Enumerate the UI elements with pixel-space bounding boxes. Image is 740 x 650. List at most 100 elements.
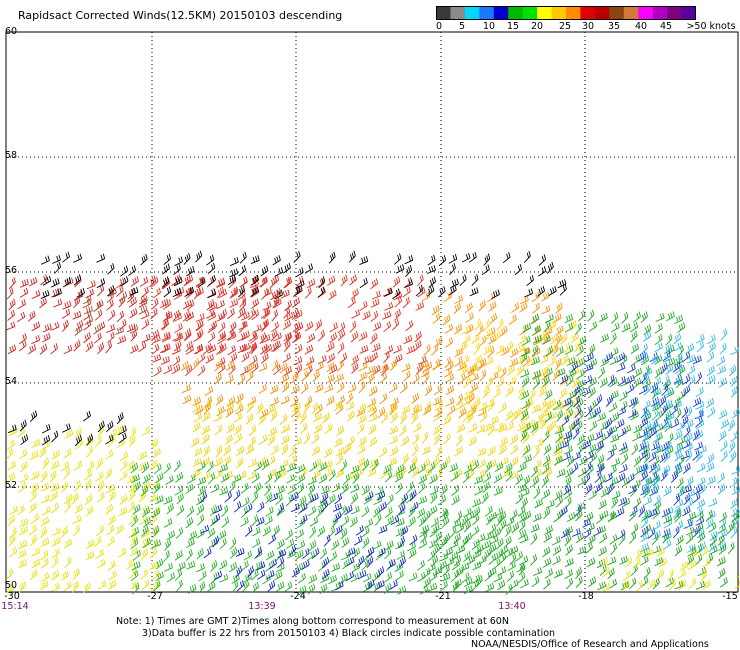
wind-barb <box>599 377 608 388</box>
wind-barb <box>139 276 149 287</box>
wind-barb <box>40 289 50 300</box>
wind-barb <box>718 511 727 523</box>
wind-barb <box>216 312 226 322</box>
wind-barb <box>563 430 573 440</box>
wind-barb <box>185 286 195 297</box>
wind-barb <box>128 527 137 539</box>
wind-barb <box>239 277 248 288</box>
wind-barb <box>705 518 714 530</box>
wind-barb <box>30 534 38 547</box>
wind-barb <box>694 430 704 441</box>
wind-barb <box>560 528 570 539</box>
wind-barb <box>140 568 148 580</box>
wind-barb <box>674 520 684 532</box>
lon-tick-label: -30 <box>4 591 20 602</box>
wind-barb <box>40 538 50 547</box>
wind-barb <box>334 580 344 591</box>
wind-barb <box>598 474 606 487</box>
wind-barb <box>245 444 255 455</box>
wind-barb <box>463 577 473 587</box>
colorbar-swatch <box>522 6 538 20</box>
wind-barb <box>488 301 497 312</box>
wind-barb <box>95 299 104 311</box>
wind-barb <box>229 298 239 308</box>
wind-barb <box>652 455 660 468</box>
wind-barb <box>453 578 462 590</box>
wind-barb <box>387 558 396 569</box>
wind-barb <box>532 336 542 346</box>
wind-barb <box>63 344 73 355</box>
wind-barb <box>295 267 304 278</box>
wind-barb <box>335 453 344 466</box>
wind-barb <box>260 276 268 288</box>
wind-barb <box>548 420 557 432</box>
wind-barb <box>673 462 682 474</box>
wind-barb <box>506 364 515 376</box>
wind-barb <box>686 354 696 364</box>
wind-barb <box>328 251 336 264</box>
wind-barb <box>692 397 702 407</box>
wind-barb <box>16 311 26 323</box>
wind-barb <box>569 319 577 332</box>
wind-barb <box>238 285 246 298</box>
wind-barb <box>572 427 580 440</box>
wind-barb <box>184 328 192 341</box>
wind-barb <box>150 459 158 471</box>
wind-barb <box>466 411 474 424</box>
wind-barb <box>107 287 117 297</box>
wind-barb <box>317 286 325 298</box>
wind-barb <box>598 546 607 557</box>
wind-barb <box>40 549 49 561</box>
wind-barb <box>588 387 596 399</box>
wind-barb <box>705 462 715 473</box>
wind-barb <box>494 549 503 561</box>
wind-barb <box>431 523 440 534</box>
wind-barb <box>544 367 553 378</box>
wind-barb <box>356 445 366 455</box>
wind-barb <box>533 446 540 459</box>
wind-barb <box>201 425 211 435</box>
colorbar-label: 20 <box>530 21 544 32</box>
wind-barb <box>263 343 273 354</box>
wind-barb <box>362 310 371 321</box>
wind-barb <box>542 375 550 388</box>
wind-barb <box>85 288 95 299</box>
wind-barb <box>673 396 681 409</box>
wind-barb <box>62 423 71 433</box>
wind-barb <box>617 406 627 416</box>
wind-barb <box>553 511 562 523</box>
wind-barb <box>349 516 358 528</box>
wind-barb <box>133 480 141 493</box>
wind-barb <box>695 522 704 533</box>
wind-barb <box>620 453 629 466</box>
wind-barb <box>227 396 236 407</box>
wind-barb <box>514 551 523 562</box>
wind-barb <box>152 353 162 363</box>
wind-barb <box>334 493 343 505</box>
wind-barb <box>241 342 251 353</box>
wind-barb <box>376 579 385 590</box>
wind-barb <box>621 476 631 487</box>
wind-barb <box>306 278 316 289</box>
wind-barb <box>694 441 703 451</box>
wind-barb <box>129 286 139 296</box>
wind-barb <box>336 425 345 437</box>
wind-barb <box>42 439 51 450</box>
wind-barb <box>328 574 338 585</box>
wind-barb <box>654 354 663 365</box>
wind-barb <box>441 572 451 582</box>
wind-barb <box>571 462 579 474</box>
wind-barb <box>370 278 379 290</box>
wind-barb <box>291 297 300 308</box>
wind-barb <box>532 513 542 522</box>
wind-barb <box>682 384 691 397</box>
wind-barb <box>633 367 643 378</box>
wind-barb <box>160 355 170 365</box>
wind-barb <box>240 560 249 572</box>
wind-barb <box>349 274 358 286</box>
wind-barb <box>31 558 41 569</box>
wind-barb <box>133 549 141 561</box>
wind-barb <box>372 581 381 593</box>
wind-barb <box>717 567 726 579</box>
wind-barb <box>433 565 443 577</box>
